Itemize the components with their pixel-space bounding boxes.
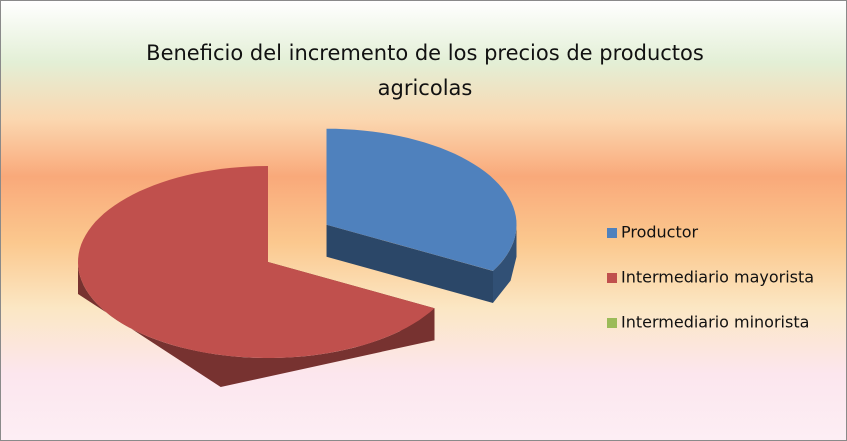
legend-swatch: [607, 318, 617, 328]
slice-side: [78, 262, 435, 387]
chart-title: Beneficio del incremento de los precios …: [146, 41, 704, 100]
slice-top: [78, 166, 435, 358]
pie-slice: [326, 128, 517, 303]
legend-label: Intermediario mayorista: [621, 268, 814, 287]
slice-top: [326, 128, 517, 271]
legend-label: Productor: [621, 223, 699, 242]
slice-side: [493, 224, 517, 303]
legend-swatch: [607, 273, 617, 283]
legend-swatch: [607, 228, 617, 238]
legend-label: Intermediario minorista: [621, 313, 809, 332]
slice-cut-face: [326, 224, 494, 303]
pie-slice: [78, 166, 435, 387]
